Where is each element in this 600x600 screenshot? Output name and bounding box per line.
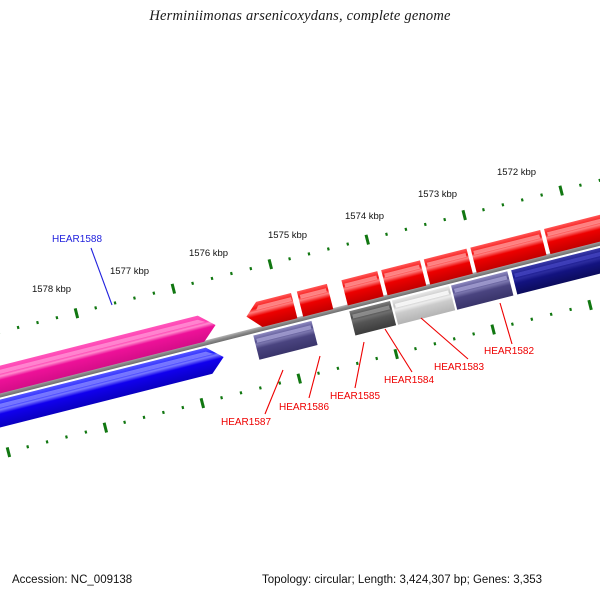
feature-red-block-7[interactable] bbox=[544, 188, 600, 255]
genome-summary-text: Topology: circular; Length: 3,424,307 bp… bbox=[262, 574, 543, 586]
scale-tick-label: 1577 kbp bbox=[110, 266, 149, 277]
scale-labels: 1578 kbp 1577 kbp 1576 kbp 1575 kbp 1574… bbox=[32, 167, 536, 295]
feature-slate-block-1[interactable] bbox=[253, 320, 318, 360]
gene-label-hear1582[interactable]: HEAR1582 bbox=[484, 346, 534, 357]
leader-line-hear1582 bbox=[499, 302, 513, 345]
feature-dark-gray-block[interactable] bbox=[349, 300, 397, 336]
gene-labels: HEAR1588 HEAR1587 HEAR1586 HEAR1585 HEAR… bbox=[52, 234, 534, 428]
gene-label-hear1587[interactable]: HEAR1587 bbox=[221, 417, 271, 428]
tick-row-lower bbox=[5, 299, 593, 458]
lower-feature-track bbox=[0, 243, 600, 454]
gene-leader-lines bbox=[90, 247, 513, 415]
gene-label-hear1585[interactable]: HEAR1585 bbox=[330, 391, 380, 402]
feature-light-gray-block[interactable] bbox=[391, 285, 456, 325]
feature-blue-arrow[interactable] bbox=[0, 344, 227, 454]
feature-red-block-4[interactable] bbox=[381, 260, 427, 296]
feature-red-block-2[interactable] bbox=[296, 283, 334, 317]
feature-red-arrow-left[interactable] bbox=[244, 292, 298, 330]
gene-label-hear1584[interactable]: HEAR1584 bbox=[384, 375, 434, 386]
scale-tick-label: 1574 kbp bbox=[345, 211, 384, 222]
leader-line-hear1585 bbox=[354, 341, 365, 389]
tick-row-upper bbox=[0, 178, 600, 335]
leader-line-hear1584 bbox=[384, 328, 413, 373]
scale-tick-label: 1576 kbp bbox=[189, 248, 228, 259]
feature-red-block-6[interactable] bbox=[470, 229, 547, 273]
scale-tick-label: 1578 kbp bbox=[32, 284, 71, 295]
genome-backbone-axis bbox=[0, 212, 600, 424]
feature-slate-block-2[interactable] bbox=[451, 271, 514, 310]
gene-label-hear1583[interactable]: HEAR1583 bbox=[434, 362, 484, 373]
feature-navy-block[interactable] bbox=[511, 243, 600, 295]
page-title: Herminiimonas arsenicoxydans, complete g… bbox=[149, 8, 451, 24]
leader-line-hear1583 bbox=[420, 317, 469, 360]
feature-red-block-3[interactable] bbox=[341, 271, 384, 306]
upper-feature-track bbox=[0, 188, 600, 422]
feature-red-block-5[interactable] bbox=[423, 248, 473, 285]
gene-label-hear1588[interactable]: HEAR1588 bbox=[52, 234, 102, 245]
scale-tick-label: 1575 kbp bbox=[268, 230, 307, 241]
scale-tick-label: 1573 kbp bbox=[418, 189, 457, 200]
feature-magenta-arrow[interactable] bbox=[0, 312, 219, 422]
gene-label-hear1586[interactable]: HEAR1586 bbox=[279, 402, 329, 413]
leader-line-hear1588 bbox=[90, 247, 113, 306]
scale-tick-label: 1572 kbp bbox=[497, 167, 536, 178]
leader-line-hear1586 bbox=[308, 355, 321, 399]
leader-line-hear1587 bbox=[264, 369, 284, 415]
accession-text: Accession: NC_009138 bbox=[12, 574, 133, 586]
